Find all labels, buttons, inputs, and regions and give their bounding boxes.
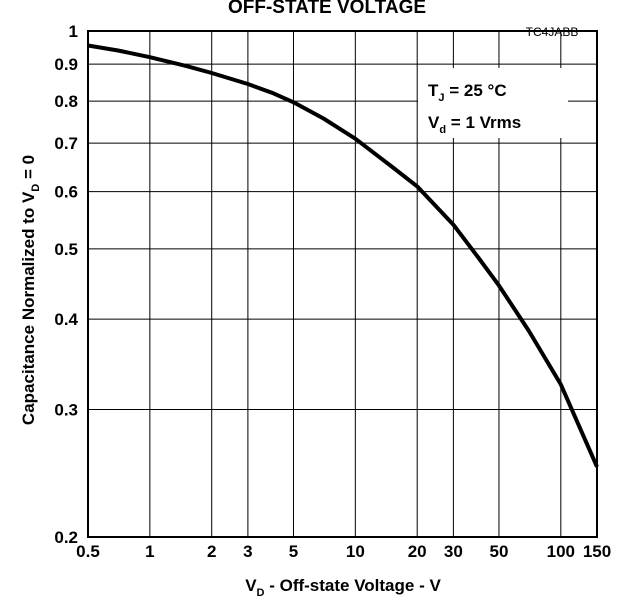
y-tick-label: 0.8 <box>54 92 78 111</box>
x-tick-label: 1 <box>145 542 154 561</box>
x-tick-label: 30 <box>444 542 463 561</box>
y-tick-label: 0.2 <box>54 528 78 547</box>
y-tick-label: 0.5 <box>54 240 78 259</box>
annotation-tj: TJ = 25 °C <box>428 81 507 104</box>
x-tick-label: 50 <box>489 542 508 561</box>
y-tick-label: 0.4 <box>54 310 78 329</box>
tick-labels: 0.5 1 2 3 5 10 20 30 50 100 150 0.2 0.3 0.4 0.5 0.6 0.7 0… <box>54 22 611 561</box>
x-tick-label: 5 <box>289 542 298 561</box>
series-line <box>87 43 599 468</box>
annotation-box <box>418 68 568 138</box>
y-tick-label: 0.7 <box>54 134 78 153</box>
y-tick-label: 0.3 <box>54 401 78 420</box>
x-tick-label: 150 <box>583 542 611 561</box>
plot-frame <box>87 30 598 538</box>
y-tick-label: 0.6 <box>54 183 78 202</box>
chart-title: OFF-STATE VOLTAGE <box>228 0 426 18</box>
y-tick-label: 0.9 <box>54 55 78 74</box>
x-tick-label: 0.5 <box>76 542 100 561</box>
y-tick-label: 1 <box>69 22 78 41</box>
x-tick-label: 2 <box>207 542 216 561</box>
x-tick-label: 10 <box>346 542 365 561</box>
x-tick-label: 100 <box>547 542 575 561</box>
annotation-vd: Vd = 1 Vrms <box>428 113 521 136</box>
x-tick-label: 20 <box>408 542 427 561</box>
x-tick-label: 3 <box>243 542 252 561</box>
y-axis-label: Capacitance Normalized to VD = 0 <box>19 155 42 425</box>
x-axis-label: VD - Off-state Voltage - V <box>245 576 441 598</box>
